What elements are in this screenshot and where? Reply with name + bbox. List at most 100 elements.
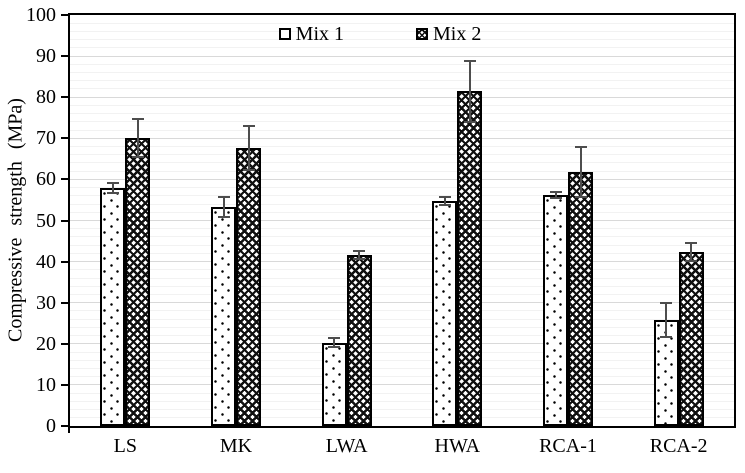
gridline-major [70, 302, 734, 304]
gridline-minor [70, 277, 734, 279]
y-tick-label: 70 [36, 127, 56, 150]
error-bar-cap-bottom [438, 203, 451, 206]
error-bar-line [222, 197, 225, 218]
gridline-minor [70, 203, 734, 205]
x-category-label-rca-2: RCA-2 [649, 435, 708, 457]
error-bar-line [468, 61, 471, 122]
gridline-minor [70, 104, 734, 106]
gridline-minor [70, 113, 734, 115]
gridline-minor [70, 63, 734, 65]
bar-mix1-ls [100, 187, 126, 426]
gridline-minor [70, 376, 734, 378]
gridline-minor [70, 293, 734, 295]
y-tick-mark [61, 342, 69, 345]
error-bar-line [579, 147, 582, 197]
gridline-minor [70, 30, 734, 32]
gridline-minor [70, 154, 734, 156]
gridline-minor [70, 252, 734, 254]
error-bar-line [554, 192, 557, 198]
gridline-minor [70, 170, 734, 172]
error-bar-cap-bottom [660, 336, 673, 339]
gridline-major [70, 384, 734, 386]
error-bar-cap-top [217, 196, 230, 199]
error-bar-line [247, 125, 250, 171]
error-bar-cap-top [574, 146, 587, 149]
gridline-minor [70, 244, 734, 246]
gridline-minor [70, 335, 734, 337]
bar-mix2-rca-1 [568, 172, 593, 426]
bar-mix2-ls [125, 138, 151, 426]
bar-mix1-rca-2 [653, 319, 679, 426]
error-bar-cap-top [106, 181, 119, 184]
bar-mix2-hwa [457, 91, 483, 426]
legend-label-mix-1: Mix 1 [295, 23, 344, 45]
bar-mix2-mk [236, 148, 261, 426]
gridline-minor [70, 409, 734, 411]
legend-item-mix-2: Mix 2 [416, 23, 481, 45]
error-bar-cap-bottom [217, 216, 230, 219]
gridline-minor [70, 351, 734, 353]
error-bar-line [690, 242, 693, 261]
error-bar-line [136, 119, 139, 158]
gridline-minor [70, 47, 734, 49]
error-bar-cap-top [685, 241, 698, 244]
gridline-minor [70, 88, 734, 90]
gridline-minor [70, 162, 734, 164]
error-bar-cap-top [328, 337, 341, 340]
legend-swatch-mix-1-icon [278, 28, 291, 40]
y-tick-label: 80 [36, 86, 56, 109]
bar-mix1-hwa [432, 200, 458, 426]
y-tick-label: 40 [36, 250, 56, 273]
error-bar-line [665, 302, 668, 338]
gridline-minor [70, 121, 734, 123]
y-tick-mark [61, 301, 69, 304]
error-bar-cap-bottom [242, 169, 255, 172]
gridline-major [70, 137, 734, 139]
x-category-label-lwa: LWA [325, 435, 368, 457]
gridline-minor [70, 359, 734, 361]
error-bar-cap-top [660, 301, 673, 304]
gridline-major [70, 343, 734, 345]
legend-swatch-mix-2-icon [416, 28, 428, 40]
error-bar-cap-bottom [328, 345, 341, 348]
error-bar-cap-top [353, 249, 366, 252]
x-category-label-ls: LS [113, 435, 137, 457]
legend: Mix 1 Mix 2 [48, 23, 712, 45]
error-bar-line [443, 196, 446, 205]
plot-area: Mix 1 Mix 2 0 10 20 30 40 50 60 70 80 90 100 LS MK LW… [26, 4, 736, 457]
x-axis-origin-tick [68, 426, 70, 433]
gridline-minor [70, 400, 734, 402]
gridline-major [70, 96, 734, 98]
y-tick-label: 0 [46, 415, 56, 437]
gridline-minor [70, 72, 734, 74]
y-tick-mark [61, 260, 69, 263]
gridline-minor [70, 392, 734, 394]
gridline-minor [70, 39, 734, 41]
bar-mix1-rca-1 [543, 195, 568, 426]
error-bar-line [111, 182, 114, 193]
gridline-minor [70, 187, 734, 189]
x-category-label-mk: MK [219, 435, 253, 457]
gridline-minor [70, 228, 734, 230]
error-bar-cap-bottom [549, 196, 562, 199]
gridline-minor [70, 236, 734, 238]
gridline-minor [70, 269, 734, 271]
error-bar-line [333, 338, 336, 347]
y-tick-mark [61, 137, 69, 140]
error-bar-cap-bottom [353, 258, 366, 261]
gridline-minor [70, 146, 734, 148]
error-bar-cap-bottom [463, 120, 476, 123]
y-tick-mark [61, 96, 69, 99]
y-tick-mark [61, 14, 69, 16]
error-bar-cap-top [438, 195, 451, 198]
gridline-major [70, 261, 734, 263]
gridline-minor [70, 310, 734, 312]
legend-label-mix-2: Mix 2 [433, 23, 482, 45]
bar-mix1-mk [211, 207, 236, 426]
legend-item-mix-1: Mix 1 [278, 23, 344, 45]
error-bar-cap-bottom [685, 259, 698, 262]
y-tick-mark [61, 425, 69, 427]
gridline-minor [70, 80, 734, 82]
y-tick-label: 100 [26, 4, 56, 26]
